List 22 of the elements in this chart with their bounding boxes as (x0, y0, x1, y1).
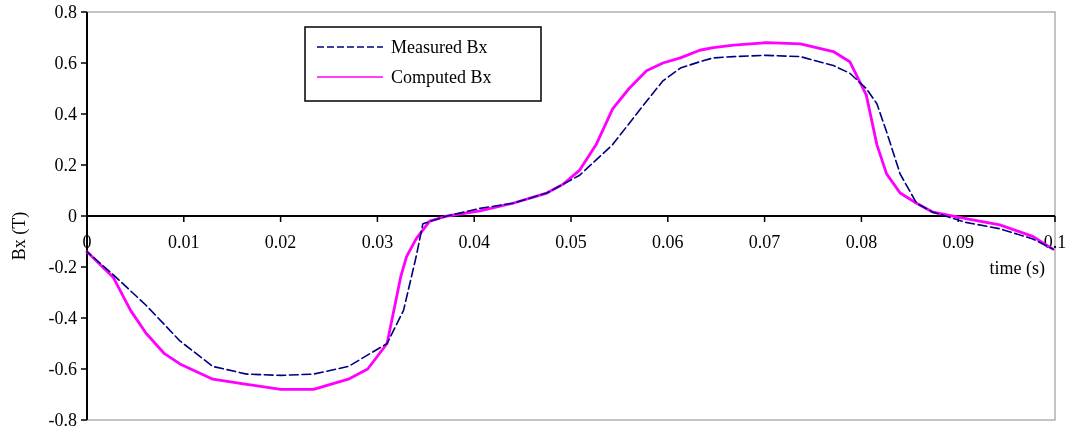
y-tick-label: -0.2 (48, 257, 77, 278)
legend-label: Computed Bx (391, 67, 492, 88)
x-tick-label: 0.04 (458, 232, 490, 252)
x-tick-label: 0.06 (652, 232, 684, 252)
x-tick-label: 0.05 (555, 232, 587, 252)
y-tick-label: 0.2 (54, 155, 77, 176)
x-tick-label: 0.01 (168, 232, 200, 252)
x-tick-label: 0.07 (748, 232, 781, 252)
y-tick-label: -0.8 (48, 410, 77, 431)
y-tick-label: -0.4 (48, 308, 77, 329)
x-tick-label: 0.09 (942, 232, 974, 252)
x-tick-label: 0.08 (845, 232, 878, 252)
x-tick-label: 0.02 (264, 232, 297, 252)
y-tick-label: 0.8 (54, 2, 77, 23)
y-tick-label: 0 (68, 206, 77, 227)
y-tick-label: -0.6 (48, 359, 77, 380)
legend-label: Measured Bx (391, 37, 488, 58)
x-tick-label: 0.03 (361, 232, 394, 252)
y-axis-title: Bx (T) (9, 211, 30, 261)
y-tick-label: 0.4 (54, 104, 77, 125)
x-axis-title: time (s) (989, 258, 1045, 279)
y-tick-label: 0.6 (54, 53, 77, 74)
